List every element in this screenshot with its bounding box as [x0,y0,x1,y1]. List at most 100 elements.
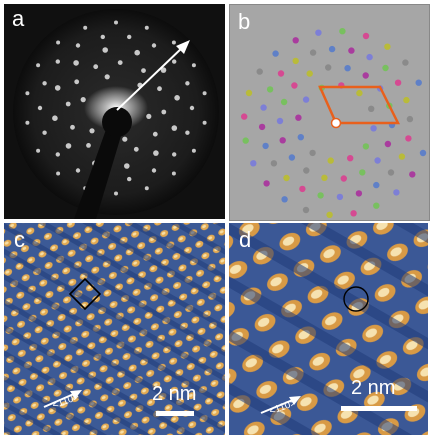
sim-spot [277,70,285,77]
leed-spot [185,81,190,86]
scale-bar-c [156,411,194,416]
sim-spot [362,32,370,40]
leed-spot [152,131,158,137]
sim-spot [295,114,302,121]
leed-spot [104,74,110,80]
sim-spot [384,140,392,148]
sim-spot [339,28,346,35]
sim-spot [419,149,427,157]
leed-spot [151,168,157,173]
leed-spot [202,91,207,96]
sim-spot [302,96,310,103]
sim-spot [321,174,328,181]
leed-spot [172,152,177,157]
sim-spot [263,180,270,187]
sim-spot [309,49,317,56]
leed-spot [56,171,61,176]
stm-image-d [229,223,428,435]
unit-cell-marker [68,277,102,311]
sim-spot [279,137,286,144]
sim-spot [325,64,332,71]
direction-arrow-c [43,392,77,408]
leed-spot [146,113,152,119]
leed-spot [65,101,71,107]
leed-spot [70,124,75,130]
defect-circle-marker [343,286,369,312]
sim-spot [362,72,369,79]
sim-spot [362,143,370,150]
direction-arrow-c-head-icon [70,390,82,399]
leed-spot [171,125,178,131]
direction-arrow-head-icon [176,40,190,54]
leed-spot [25,120,30,125]
leed-spot [144,25,149,30]
sim-spot [280,98,288,106]
panel-b: b [229,4,430,221]
stm-stripes-c [4,223,225,435]
leed-spot [171,171,176,176]
leed-spot [134,49,140,56]
sim-spot [291,82,298,89]
sim-spot [283,174,290,182]
panel-d-label: d [239,227,252,252]
leed-spot [75,168,81,173]
leed-spot [151,43,157,48]
leed-spot [191,63,196,68]
leed-spot [89,128,95,134]
sim-spots [241,28,427,218]
panel-c: c <110> 2 nm [4,223,225,435]
sim-spot [373,181,380,189]
leed-spot [114,191,118,196]
sim-spot [374,157,381,164]
leed-spot [160,67,167,73]
sim-spot [328,45,336,53]
sim-spot [288,154,296,161]
stm-image-c [4,223,225,435]
sim-spot [302,206,310,214]
sim-spot [250,160,257,167]
leed-spot [161,109,167,115]
leed-spot [102,47,108,53]
leed-spot [36,63,41,68]
leed-spot [37,105,43,111]
sim-spot [398,153,406,160]
sim-spot [260,104,267,111]
leed-spot [73,60,79,66]
leed-spot [75,43,81,48]
leed-spot [157,86,162,92]
sim-spot [384,43,391,50]
sim-background [230,5,429,220]
sim-spot [356,89,363,97]
scale-bar-c-label: 2 nm [152,383,197,405]
leed-spot [117,60,123,65]
leed-spot [74,79,80,85]
leed-spot [185,130,190,135]
leed-spot [144,186,149,191]
leed-spot [56,40,61,45]
direction-arrow-d [260,398,296,414]
leed-spot [191,148,196,153]
sim-spot [405,135,412,142]
leed-spot [114,20,118,25]
leed-spot [100,34,106,40]
sim-spot [299,185,306,193]
sim-spot [281,196,288,203]
origin-spot [330,117,342,129]
leed-spot [153,150,159,156]
leed-spot [36,148,41,153]
sim-spot [340,175,347,182]
sim-spot [317,192,324,199]
leed-spot [65,143,72,149]
sim-spot [406,115,414,123]
leed-spot [80,97,86,103]
sim-spot [409,171,416,178]
sim-spot [270,160,278,167]
panel-a: a [4,4,225,219]
sim-spot [394,79,402,86]
sim-spot [241,113,248,120]
leed-spot [122,136,128,142]
sim-spot [387,169,395,176]
sim-spot [276,117,284,125]
electron-gun-holder [74,124,124,219]
leed-spot [55,152,60,157]
